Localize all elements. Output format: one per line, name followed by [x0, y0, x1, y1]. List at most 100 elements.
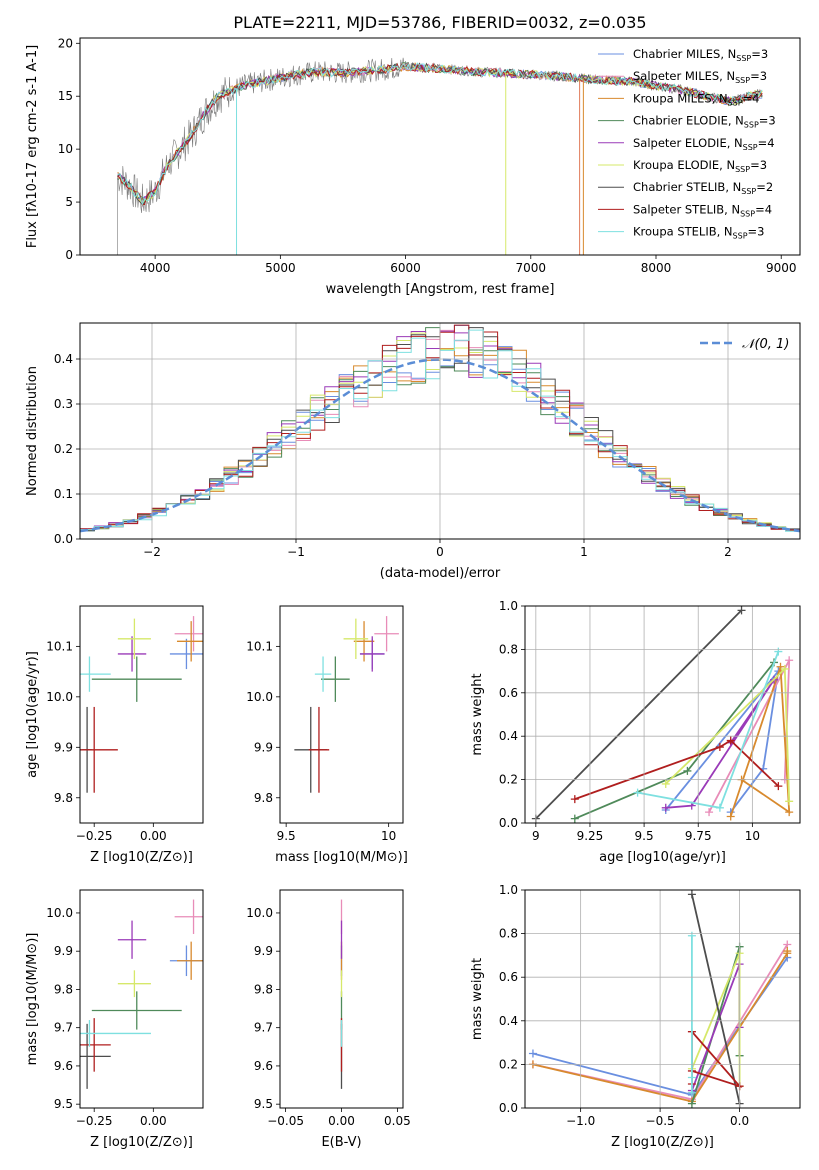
x-tick-label: 2: [724, 545, 732, 559]
point-marker: [726, 736, 735, 745]
x-tick-label: 9.75: [685, 829, 712, 843]
legend-label: Chabrier STELIB, NSSP=2: [633, 180, 773, 196]
y-tick-label: 9.9: [254, 740, 273, 754]
x-tick-label: 0.00: [328, 1114, 355, 1128]
point-marker: [776, 662, 785, 671]
x-tick-label: −0.5: [646, 1114, 675, 1128]
point-marker: [783, 947, 792, 956]
point-marker: [785, 808, 794, 817]
axes-frame: [79, 605, 204, 824]
point-marker: [715, 803, 724, 812]
y-tick-label: 0.0: [54, 532, 73, 546]
x-tick-label: 6000: [390, 261, 421, 275]
y-tick-label: 10.1: [46, 639, 73, 653]
x-tick-label: 0.05: [384, 1114, 411, 1128]
legend-label: Salpeter STELIB, NSSP=4: [633, 202, 772, 218]
x-tick-label: 7000: [516, 261, 547, 275]
y-tick-label: 10.0: [246, 690, 273, 704]
y-axis-label: mass weight: [470, 673, 485, 755]
y-tick-label: 0.8: [499, 642, 518, 656]
mass-vs-ebv-panel: −0.05 0.00 0.05 9.5 9.6 9.7 9.8 9.9 10.0 E(B-V): [246, 889, 411, 1150]
x-axis-label: Z [log10(Z/Z⊙)]: [90, 1135, 193, 1150]
y-tick-label: 0.1: [54, 487, 73, 501]
spectrum-model-line: [117, 62, 763, 206]
y-axis-label: Normed distribution: [25, 366, 40, 496]
y-tick-label: 15: [58, 89, 73, 103]
axes-frame: [79, 37, 801, 256]
y-tick-label: 0.2: [499, 1057, 518, 1071]
point-marker: [785, 797, 794, 806]
x-tick-label: −1.0: [566, 1114, 595, 1128]
y-tick-label: 10: [58, 142, 73, 156]
axes-frame: [79, 889, 204, 1109]
legend-label: Kroupa ELODIE, NSSP=3: [633, 158, 767, 174]
x-tick-label: 10: [381, 829, 396, 843]
axes-frame: [279, 605, 404, 824]
y-tick-label: 10.0: [46, 906, 73, 920]
y-tick-label: 0.2: [54, 442, 73, 456]
x-axis-label: Z [log10(Z/Z⊙)]: [611, 1135, 714, 1150]
y-tick-label: 0.4: [499, 729, 518, 743]
x-tick-label: 4000: [140, 261, 171, 275]
y-tick-label: 10.1: [246, 639, 273, 653]
y-tick-label: 20: [58, 36, 73, 50]
figure-title: PLATE=2211, MJD=53786, FIBERID=0032, z=0…: [233, 13, 646, 32]
y-tick-label: 9.6: [254, 1059, 273, 1073]
y-tick-label: 10.0: [46, 690, 73, 704]
y-tick-label: 9.7: [54, 1021, 73, 1035]
x-axis-label: (data-model)/error: [380, 566, 501, 581]
weight-vs-Z-panel: −1.0 −0.5 0.0 0.0 0.2 0.4 0.6 0.8 1.0 Z [log10(Z/…: [470, 883, 801, 1150]
point-marker: [774, 647, 783, 656]
x-axis-label: E(B-V): [321, 1135, 361, 1150]
age-vs-Z-panel: −0.25 0.00 9.8 9.9 10.0 10.1 Z [log10(Z/Z⊙)] ag…: [25, 605, 204, 865]
x-axis-label: Z [log10(Z/Z⊙)]: [90, 850, 193, 865]
point-marker: [687, 890, 696, 899]
y-axis-label: age [log10(age/yr)]: [25, 651, 40, 778]
y-tick-label: 0.3: [54, 397, 73, 411]
point-marker: [774, 782, 783, 791]
point-marker: [633, 788, 642, 797]
series-line: [535, 609, 743, 820]
y-tick-label: 9.7: [254, 1021, 273, 1035]
axes-frame: [524, 605, 801, 824]
point-marker: [726, 812, 735, 821]
y-tick-label: 1.0: [499, 599, 518, 613]
weight-vs-age-panel: 9 9.25 9.5 9.75 10 0.0 0.2 0.4 0.6 0.8 1.0 age [log…: [470, 599, 801, 865]
x-tick-label: −0.25: [76, 829, 113, 843]
y-axis-label: mass [log10(M/M⊙)]: [25, 933, 40, 1066]
y-tick-label: 9.8: [254, 791, 273, 805]
legend-label: Kroupa STELIB, NSSP=3: [633, 225, 764, 241]
x-tick-label: −1: [287, 545, 305, 559]
x-tick-label: 9000: [766, 261, 797, 275]
y-tick-label: 9.5: [54, 1097, 73, 1111]
legend-label: Salpeter MILES, NSSP=3: [633, 69, 767, 85]
x-tick-label: −2: [143, 545, 161, 559]
x-axis-label: wavelength [Angstrom, rest frame]: [326, 282, 555, 297]
point-marker: [661, 803, 670, 812]
point-marker: [737, 606, 746, 615]
point-marker: [570, 814, 579, 823]
mass-vs-Z-panel: −0.25 0.00 9.5 9.6 9.7 9.8 9.9 10.0 Z [log10(Z/Z…: [25, 889, 204, 1150]
y-tick-label: 0.6: [499, 686, 518, 700]
y-tick-label: 5: [65, 195, 73, 209]
x-axis-label: mass [log10(M/M⊙)]: [275, 850, 408, 865]
axes-frame: [524, 889, 801, 1109]
point-marker: [570, 795, 579, 804]
plot-area: [531, 606, 794, 823]
point-marker: [661, 779, 670, 788]
series-line: [574, 739, 779, 800]
y-tick-label: 10.0: [246, 906, 273, 920]
x-tick-label: 0.00: [140, 829, 167, 843]
x-tick-label: −0.05: [267, 1114, 304, 1128]
series-line: [691, 894, 741, 1104]
y-tick-label: 9.9: [54, 944, 73, 958]
plot-area: [117, 57, 763, 255]
y-tick-label: 0.8: [499, 927, 518, 941]
y-tick-label: 9.8: [254, 982, 273, 996]
y-tick-label: 9.9: [54, 740, 73, 754]
legend-label: Kroupa MILES, NSSP=4: [633, 91, 759, 107]
axes-frame: [79, 322, 801, 540]
x-tick-label: 0: [436, 545, 444, 559]
x-axis-label: age [log10(age/yr)]: [599, 850, 726, 865]
